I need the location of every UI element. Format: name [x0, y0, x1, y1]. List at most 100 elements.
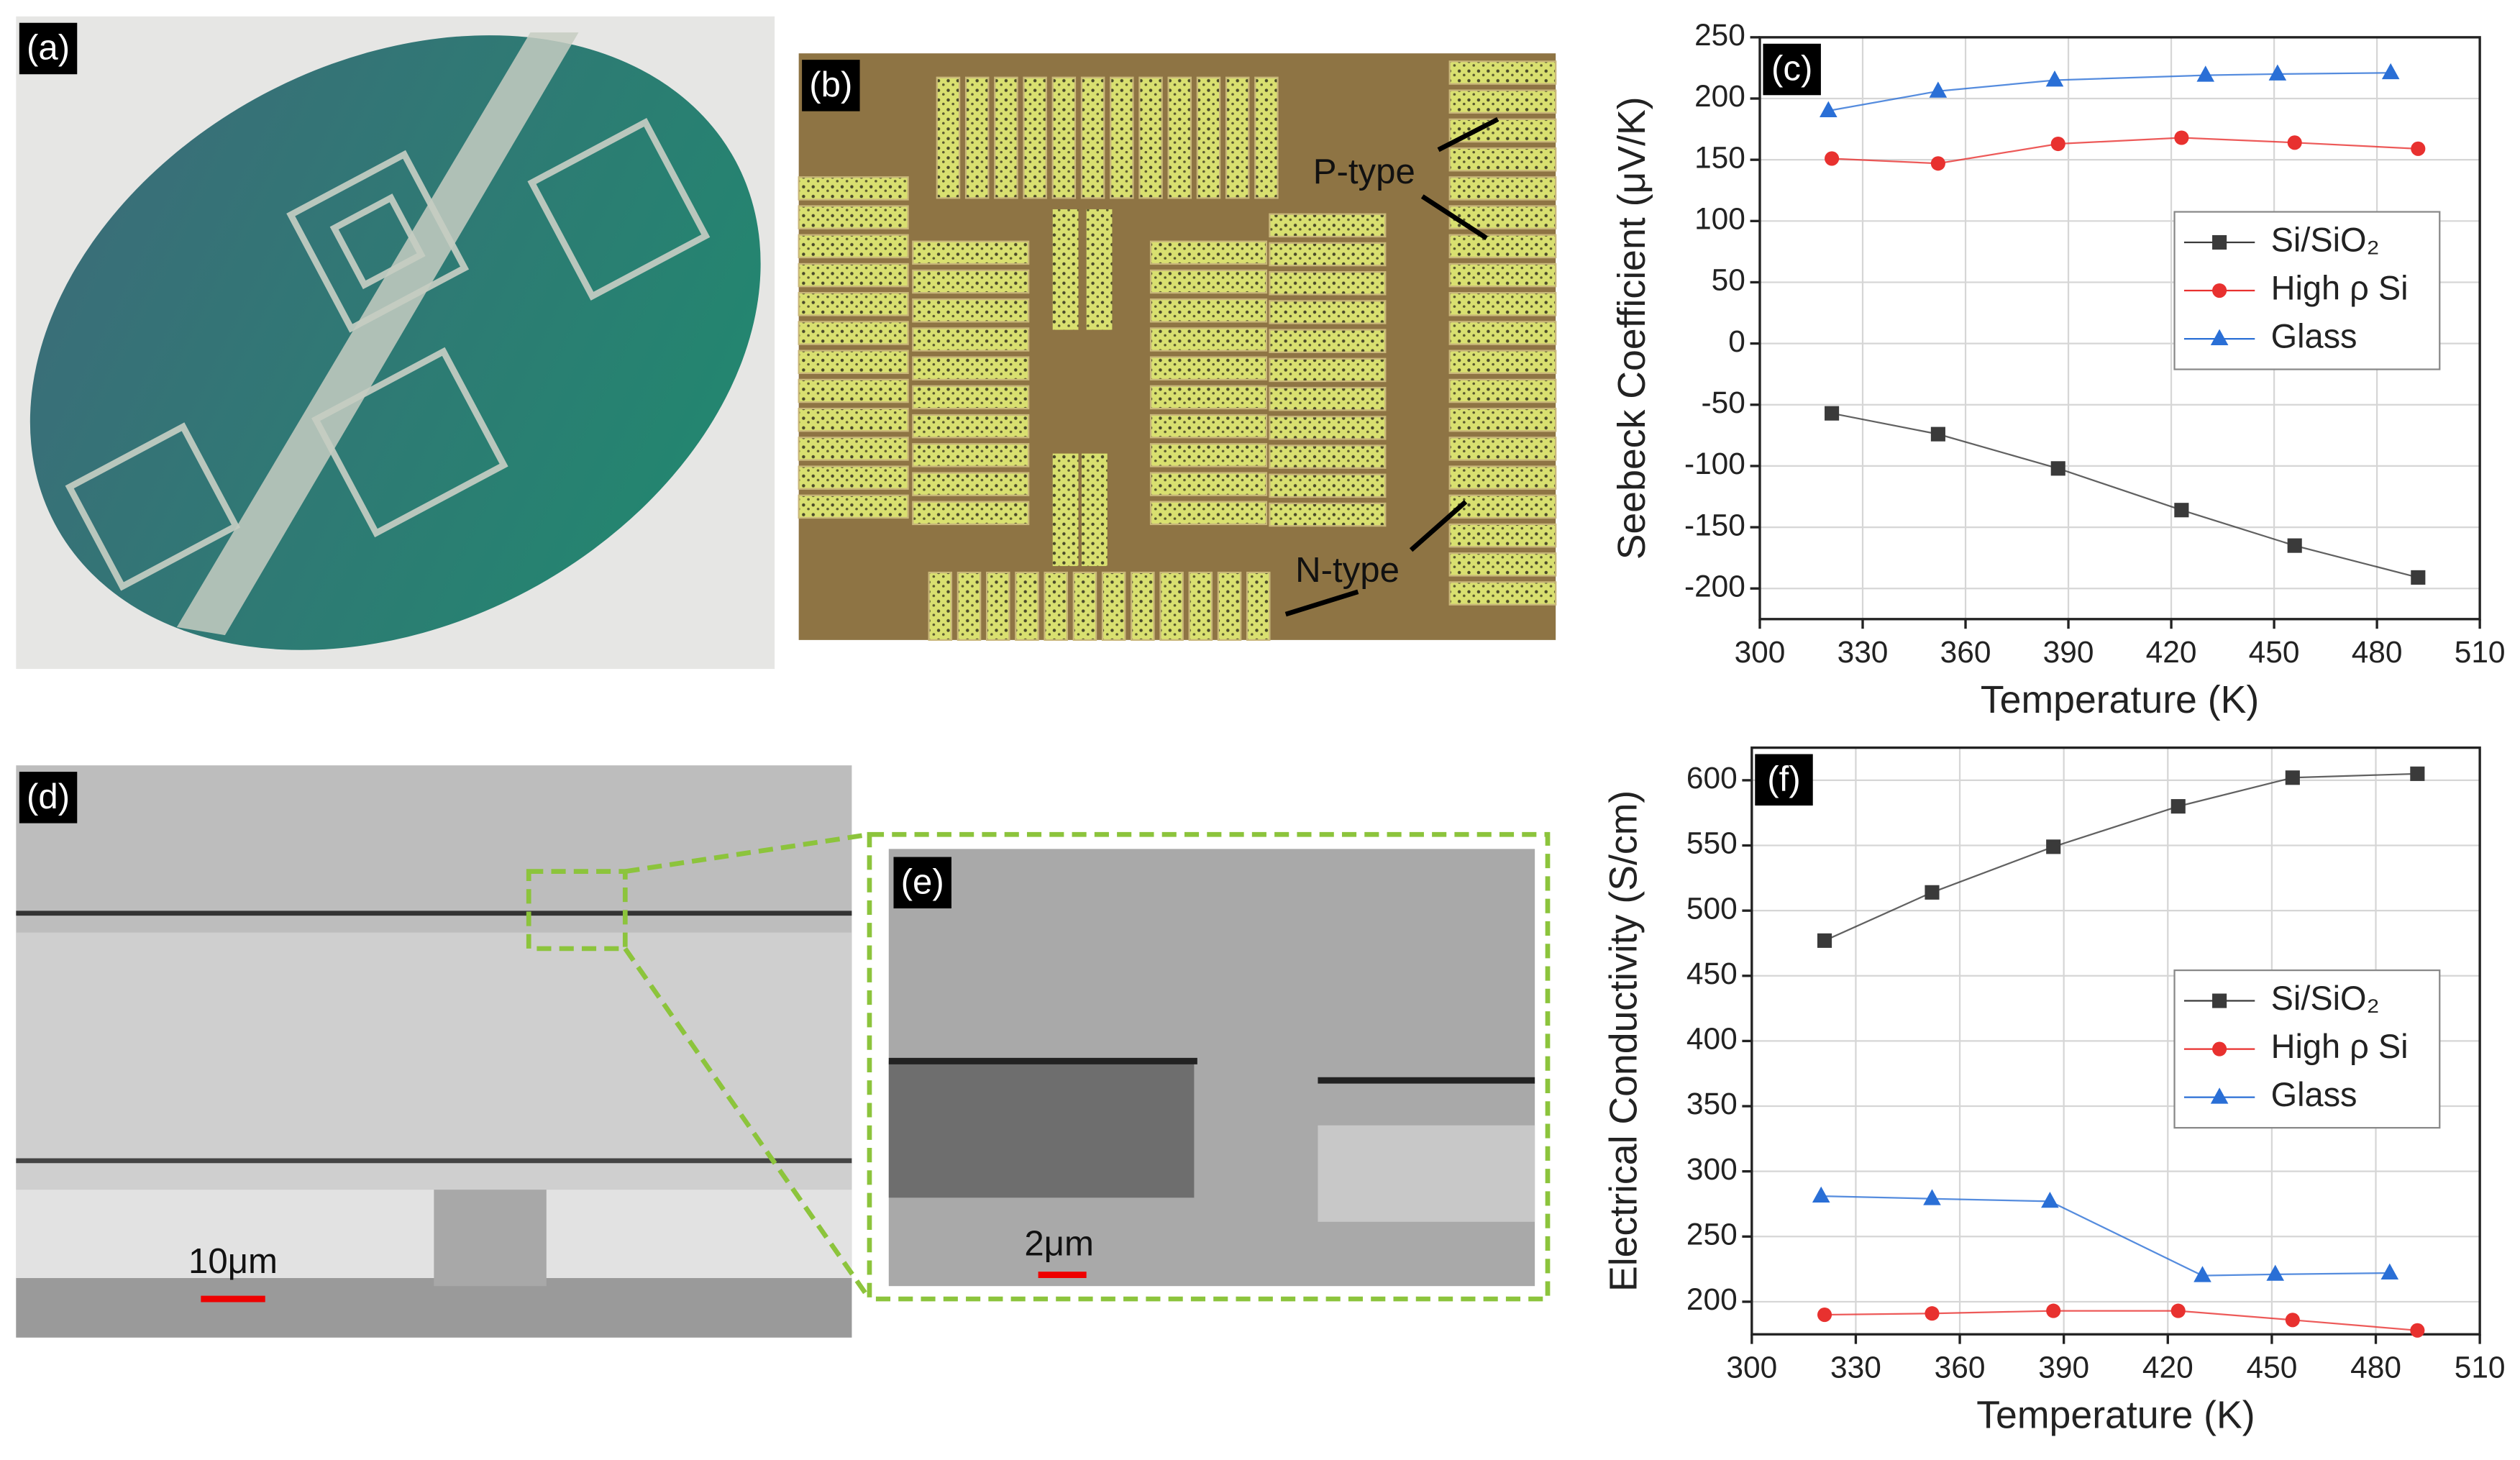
x-tick-label: 390	[2038, 1351, 2089, 1384]
pad	[1149, 298, 1268, 323]
marker	[1812, 1186, 1830, 1203]
y-tick-label: -50	[1702, 385, 1745, 419]
pad	[1448, 176, 1557, 201]
y-tick-label: 400	[1686, 1022, 1738, 1056]
y-tick-label: -150	[1684, 508, 1745, 542]
annotation: P-type	[1313, 152, 1415, 191]
pad	[912, 472, 1030, 496]
pad	[1072, 571, 1097, 641]
pad	[1167, 76, 1192, 199]
panel-label-box	[1755, 754, 1813, 806]
x-tick-label: 420	[2146, 635, 2197, 669]
pad	[1138, 76, 1163, 199]
chart: 300 330 360 390 420 450 480 510 -200 -150 -100 -50 0…	[1610, 18, 2506, 721]
pad	[1448, 321, 1557, 345]
pad	[798, 263, 909, 288]
pad	[798, 321, 909, 345]
pad	[936, 76, 961, 199]
charts: 300 330 360 390 420 450 480 510 -200 -150 -100 -50 0…	[1602, 18, 2506, 1437]
series-line	[1825, 1310, 2418, 1331]
marker	[1817, 1308, 1832, 1323]
y-tick-label: 500	[1686, 891, 1738, 925]
pad	[994, 76, 1018, 199]
marker	[1825, 151, 1840, 166]
panel-label: (c)	[1771, 49, 1812, 88]
substrate	[16, 1278, 852, 1338]
pad	[912, 414, 1030, 439]
arrows	[1284, 117, 1499, 617]
pad	[1149, 385, 1268, 410]
pad	[912, 298, 1030, 323]
y-tick-label: -100	[1684, 447, 1745, 480]
y-tick-label: 450	[1686, 957, 1738, 990]
pad	[798, 378, 909, 403]
pad	[1052, 453, 1079, 567]
pad	[912, 501, 1030, 526]
marker	[2196, 65, 2215, 82]
marker	[2046, 839, 2061, 854]
marker	[1825, 406, 1840, 421]
marker	[2193, 1266, 2211, 1282]
marker	[1817, 933, 1832, 948]
marker	[2050, 461, 2065, 476]
legend-label: Si/SiO₂	[2271, 221, 2380, 258]
y-tick-label: 550	[1686, 826, 1738, 860]
y-tick-label: 250	[1686, 1218, 1738, 1251]
x-tick-label: 450	[2246, 1351, 2297, 1384]
pad-array	[798, 60, 1557, 641]
y-tick-label: 150	[1694, 140, 1745, 174]
annotation: N-type	[1295, 550, 1400, 590]
legend-label: Glass	[2271, 1076, 2357, 1113]
panel-label: (b)	[809, 65, 852, 104]
marker	[1820, 101, 1838, 117]
pad	[1269, 270, 1387, 296]
pad	[798, 407, 909, 432]
panel-label-box	[19, 22, 78, 75]
pad	[1131, 571, 1155, 641]
series-line	[1821, 1195, 2390, 1277]
y-tick-label: 200	[1686, 1282, 1738, 1316]
pad	[1448, 118, 1557, 143]
marker	[1929, 81, 1948, 98]
pad	[1110, 76, 1134, 199]
pad	[1159, 571, 1184, 641]
panel-a: (a)	[16, 16, 775, 670]
x-tick-label: 480	[2350, 1351, 2401, 1384]
marker	[2212, 1041, 2227, 1057]
pad	[1448, 263, 1557, 288]
pad	[928, 571, 953, 641]
panel-label: (a)	[27, 28, 70, 68]
pad	[1269, 242, 1387, 267]
x-tick-label: 420	[2142, 1351, 2193, 1384]
pad	[1448, 378, 1557, 403]
pad	[1149, 269, 1268, 294]
pad	[1269, 386, 1387, 411]
legend: Si/SiO₂ High ρ Si Glass	[2173, 211, 2441, 370]
marker	[2380, 1263, 2399, 1279]
marker	[1925, 885, 1940, 900]
pad	[1448, 552, 1557, 577]
x-tick-label: 360	[1935, 1351, 1986, 1384]
panel-label: (d)	[27, 777, 70, 816]
marker	[2174, 503, 2189, 518]
pad	[1196, 76, 1221, 199]
x-tick-label: 480	[2352, 635, 2403, 669]
pad	[1269, 329, 1387, 353]
y-axis-title: Electrical Conductivity (S/cm)	[1602, 790, 1645, 1292]
pad	[1448, 147, 1557, 172]
legend: Si/SiO₂ High ρ Si Glass	[2173, 969, 2441, 1129]
legend-label: Glass	[2271, 317, 2357, 355]
pad	[1448, 523, 1557, 548]
pad	[1448, 292, 1557, 316]
marker	[2381, 63, 2400, 80]
x-axis-title: Temperature (K)	[1976, 1394, 2255, 1437]
x-tick-label: 390	[2043, 635, 2094, 669]
marker	[2050, 136, 2065, 152]
panel-label: (e)	[901, 862, 944, 902]
pad	[798, 292, 909, 316]
pad	[1086, 209, 1113, 330]
pad	[1081, 453, 1108, 567]
pad	[1101, 571, 1126, 641]
pad	[985, 571, 1010, 641]
